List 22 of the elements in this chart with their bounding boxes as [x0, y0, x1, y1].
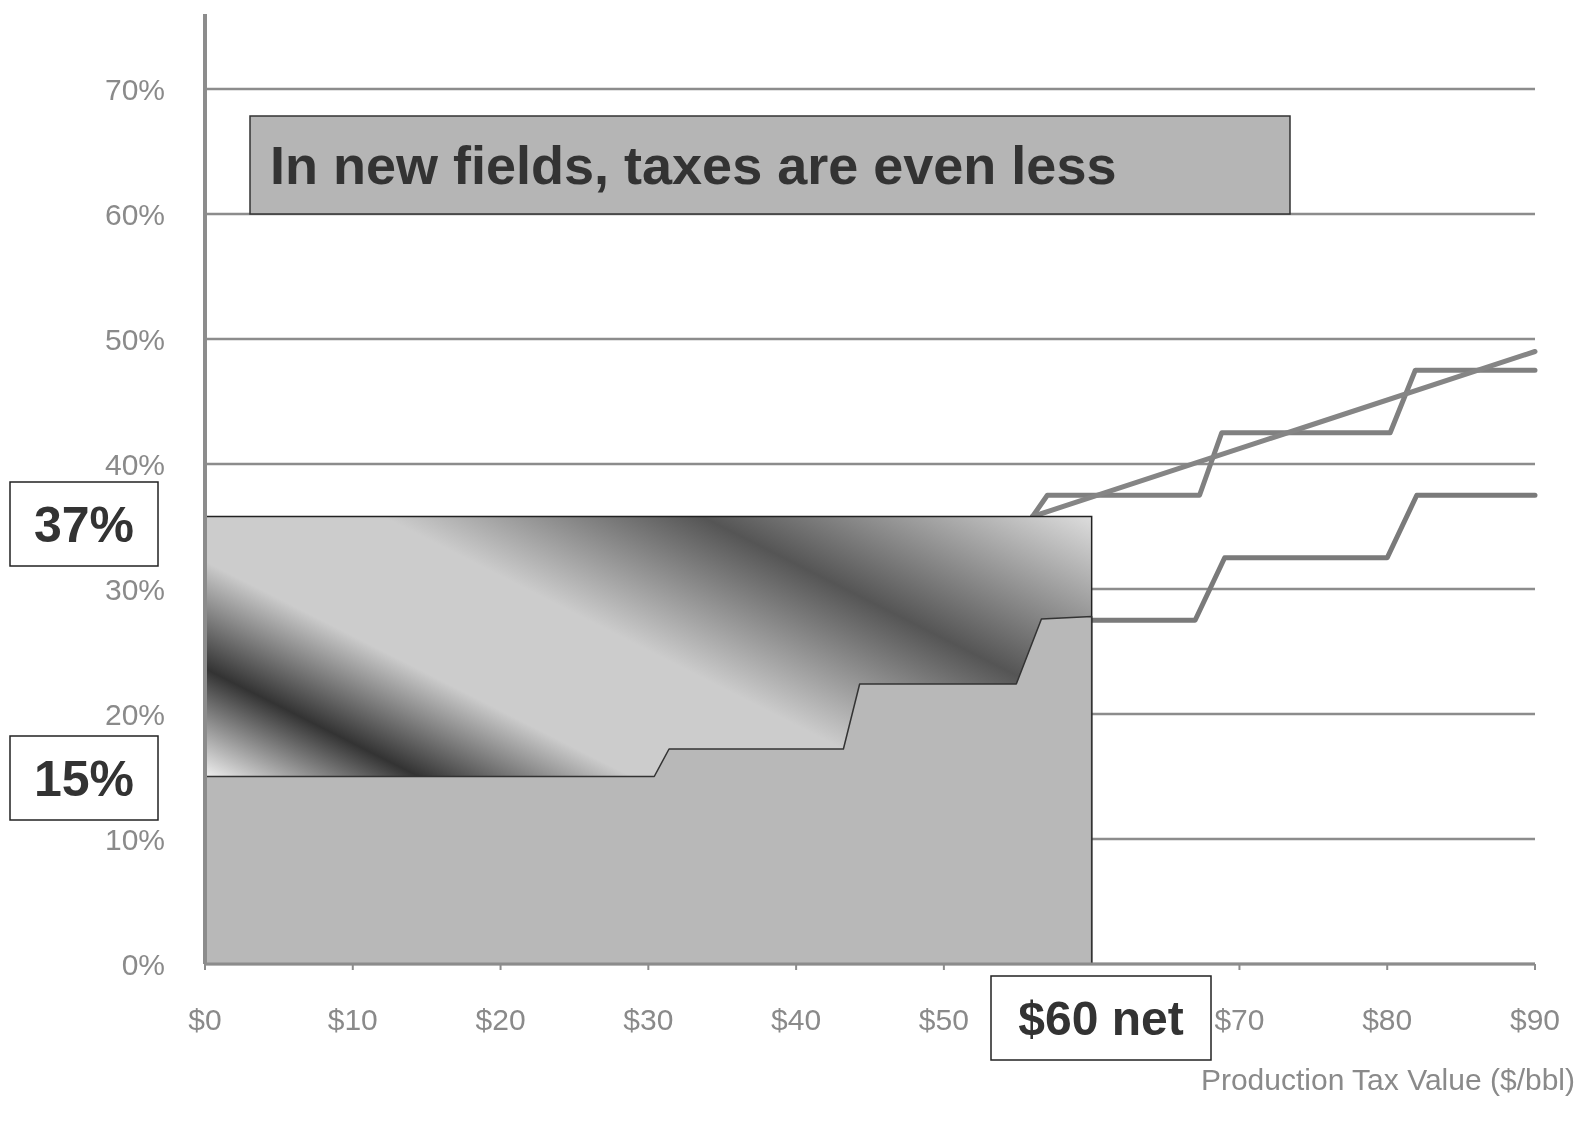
y-tick-label: 60%: [104, 197, 165, 231]
y-tick-label: 20%: [104, 697, 165, 731]
y-tick-label: 50%: [104, 322, 165, 356]
x-tick-label: $90: [1509, 1003, 1561, 1036]
text: 37%: [33, 496, 135, 553]
y-tick-label: 30%: [104, 572, 165, 606]
y-tick-label: 70%: [104, 72, 165, 106]
x-tick-label: $0: [188, 1003, 222, 1036]
y-tick-label: 10%: [104, 822, 165, 856]
title-panel: In new fields, taxes are even less: [249, 115, 1291, 215]
y-tick-label: 40%: [104, 447, 165, 481]
x-tick-label: $30: [623, 1003, 674, 1036]
x-tick-label: $20: [475, 1003, 526, 1036]
x-tick-label: $10: [327, 1003, 378, 1036]
text: 15%: [33, 750, 135, 807]
x-tick-label: $80: [1362, 1003, 1413, 1036]
y-tick-label: 0%: [121, 947, 165, 981]
x-tick-label: $40: [771, 1003, 822, 1036]
x-tick-label: $50: [918, 1003, 969, 1036]
text: $60 net: [1018, 991, 1184, 1045]
x-tick-label: $70: [1214, 1003, 1265, 1036]
x-axis-title: Production Tax Value ($/bbl): [1200, 1063, 1575, 1096]
